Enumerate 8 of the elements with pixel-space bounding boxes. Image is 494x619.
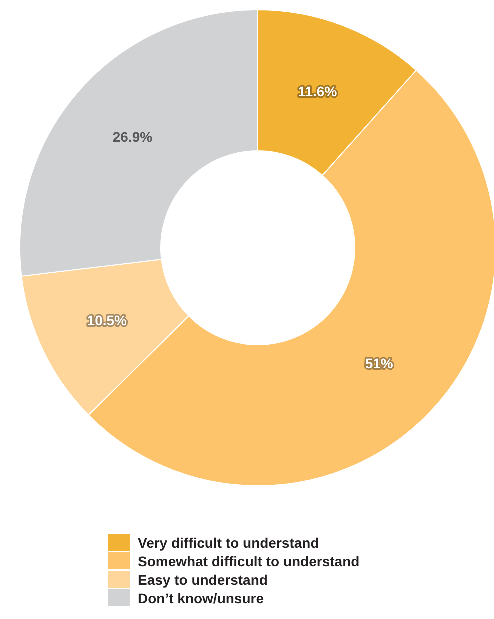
data-label: 11.6%	[298, 84, 338, 100]
legend-label: Very difficult to understand	[138, 535, 320, 551]
legend-label: Somewhat difficult to understand	[138, 554, 360, 570]
data-label: 26.9%	[112, 128, 154, 145]
data-label: 51%	[365, 355, 394, 372]
legend-label: Easy to understand	[138, 572, 268, 588]
legend-label: Don’t know/unsure	[138, 590, 264, 606]
data-label: 10.5%	[87, 312, 128, 329]
